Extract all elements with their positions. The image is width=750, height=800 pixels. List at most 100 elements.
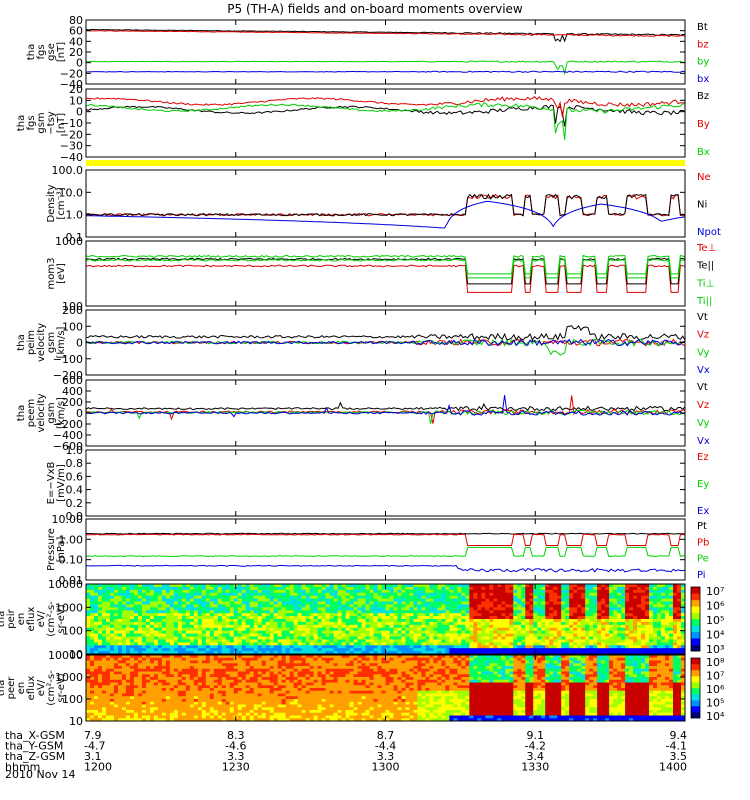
spectrogram-cell bbox=[154, 680, 158, 683]
spectrogram-cell bbox=[386, 637, 390, 640]
spectrogram-cell bbox=[473, 622, 477, 625]
spectrogram-cell bbox=[334, 590, 338, 593]
spectrogram-cell bbox=[94, 607, 98, 610]
spectrogram-cell bbox=[409, 602, 413, 605]
spectrogram-cell bbox=[485, 639, 489, 642]
spectrogram-cell bbox=[517, 648, 521, 651]
spectrogram-cell bbox=[449, 619, 453, 622]
spectrogram-cell bbox=[330, 628, 334, 631]
spectrogram-cell bbox=[541, 587, 545, 590]
spectrogram-cell bbox=[330, 593, 334, 596]
spectrogram-cell bbox=[521, 607, 525, 610]
spectrogram-cell bbox=[238, 694, 242, 697]
spectrogram-cell bbox=[202, 587, 206, 590]
spectrogram-cell bbox=[581, 604, 585, 607]
spectrogram-cell bbox=[386, 602, 390, 605]
spectrogram-cell bbox=[541, 637, 545, 640]
spectrogram-cell bbox=[306, 590, 310, 593]
spectrogram-cell bbox=[625, 607, 629, 610]
spectrogram-cell bbox=[441, 631, 445, 634]
spectrogram-cell bbox=[190, 669, 194, 672]
spectrogram-cell bbox=[214, 642, 218, 645]
spectrogram-cell bbox=[505, 645, 509, 648]
spectrogram-cell bbox=[238, 672, 242, 675]
spectrogram-cell bbox=[234, 599, 238, 602]
spectrogram-cell bbox=[150, 631, 154, 634]
spectrogram-cell bbox=[425, 648, 429, 651]
spectrogram-cell bbox=[246, 634, 250, 637]
spectrogram-cell bbox=[202, 642, 206, 645]
spectrogram-cell bbox=[182, 648, 186, 651]
spectrogram-cell bbox=[637, 613, 641, 616]
spectrogram-cell bbox=[665, 590, 669, 593]
spectrogram-cell bbox=[294, 639, 298, 642]
spectrogram-cell bbox=[405, 642, 409, 645]
spectrogram-cell bbox=[589, 619, 593, 622]
spectrogram-cell bbox=[318, 604, 322, 607]
spectrogram-cell bbox=[509, 587, 513, 590]
spectrogram-cell bbox=[374, 596, 378, 599]
spectrogram-cell bbox=[226, 607, 230, 610]
spectrogram-cell bbox=[254, 666, 258, 669]
spectrogram-cell bbox=[465, 616, 469, 619]
spectrogram-cell bbox=[182, 599, 186, 602]
spectrogram-cell bbox=[146, 713, 150, 716]
spectrogram-cell bbox=[254, 590, 258, 593]
spectrogram-cell bbox=[294, 645, 298, 648]
spectrogram-cell bbox=[389, 645, 393, 648]
spectrogram-cell bbox=[393, 648, 397, 651]
spectrogram-cell bbox=[657, 590, 661, 593]
spectrogram-cell bbox=[346, 602, 350, 605]
spectrogram-cell bbox=[110, 707, 114, 710]
spectrogram-cell bbox=[417, 602, 421, 605]
spectrogram-cell bbox=[677, 587, 681, 590]
spectrogram-cell bbox=[509, 622, 513, 625]
spectrogram-cell bbox=[433, 634, 437, 637]
spectrogram-cell bbox=[453, 625, 457, 628]
spectrogram-cell bbox=[577, 596, 581, 599]
spectrogram-cell bbox=[94, 666, 98, 669]
spectrogram-cell bbox=[94, 599, 98, 602]
spectrogram-cell bbox=[122, 587, 126, 590]
spectrogram-cell bbox=[593, 639, 597, 642]
spectrogram-cell bbox=[198, 713, 202, 716]
spectrogram-cell bbox=[665, 648, 669, 651]
spectrogram-cell bbox=[310, 613, 314, 616]
spectrogram-cell bbox=[362, 607, 366, 610]
spectrogram-cell bbox=[553, 645, 557, 648]
spectrogram-cell bbox=[525, 622, 529, 625]
spectrogram-cell bbox=[501, 607, 505, 610]
spectrogram-cell bbox=[230, 596, 234, 599]
spectrogram-cell bbox=[242, 699, 246, 702]
spectrogram-cell bbox=[585, 642, 589, 645]
spectrogram-cell bbox=[134, 590, 138, 593]
spectrogram-cell bbox=[509, 593, 513, 596]
spectrogram-cell bbox=[601, 619, 605, 622]
spectrogram-cell bbox=[326, 599, 330, 602]
spectrogram-cell bbox=[146, 596, 150, 599]
spectrogram-cell bbox=[461, 587, 465, 590]
spectrogram-cell bbox=[234, 672, 238, 675]
spectrogram-cell bbox=[457, 596, 461, 599]
spectrogram-cell bbox=[641, 634, 645, 637]
spectrogram-cell bbox=[150, 616, 154, 619]
spectrogram-cell bbox=[90, 599, 94, 602]
spectrogram-cell bbox=[190, 688, 194, 691]
spectrogram-cell bbox=[162, 613, 166, 616]
spectrogram-cell bbox=[505, 610, 509, 613]
spectrogram-cell bbox=[405, 622, 409, 625]
spectrogram-cell bbox=[437, 587, 441, 590]
spectrogram-cell bbox=[645, 596, 649, 599]
spectrogram-cell bbox=[425, 645, 429, 648]
spectrogram-cell bbox=[629, 613, 633, 616]
spectrogram-cell bbox=[541, 622, 545, 625]
spectrogram-cell bbox=[401, 642, 405, 645]
spectrogram-cell bbox=[617, 616, 621, 619]
spectrogram-cell bbox=[429, 613, 433, 616]
spectrogram-cell bbox=[409, 596, 413, 599]
spectrogram-cell bbox=[198, 619, 202, 622]
spectrogram-cell bbox=[378, 604, 382, 607]
spectrogram-cell bbox=[266, 639, 270, 642]
spectrogram-cell bbox=[186, 677, 190, 680]
spectrogram-cell bbox=[234, 634, 238, 637]
